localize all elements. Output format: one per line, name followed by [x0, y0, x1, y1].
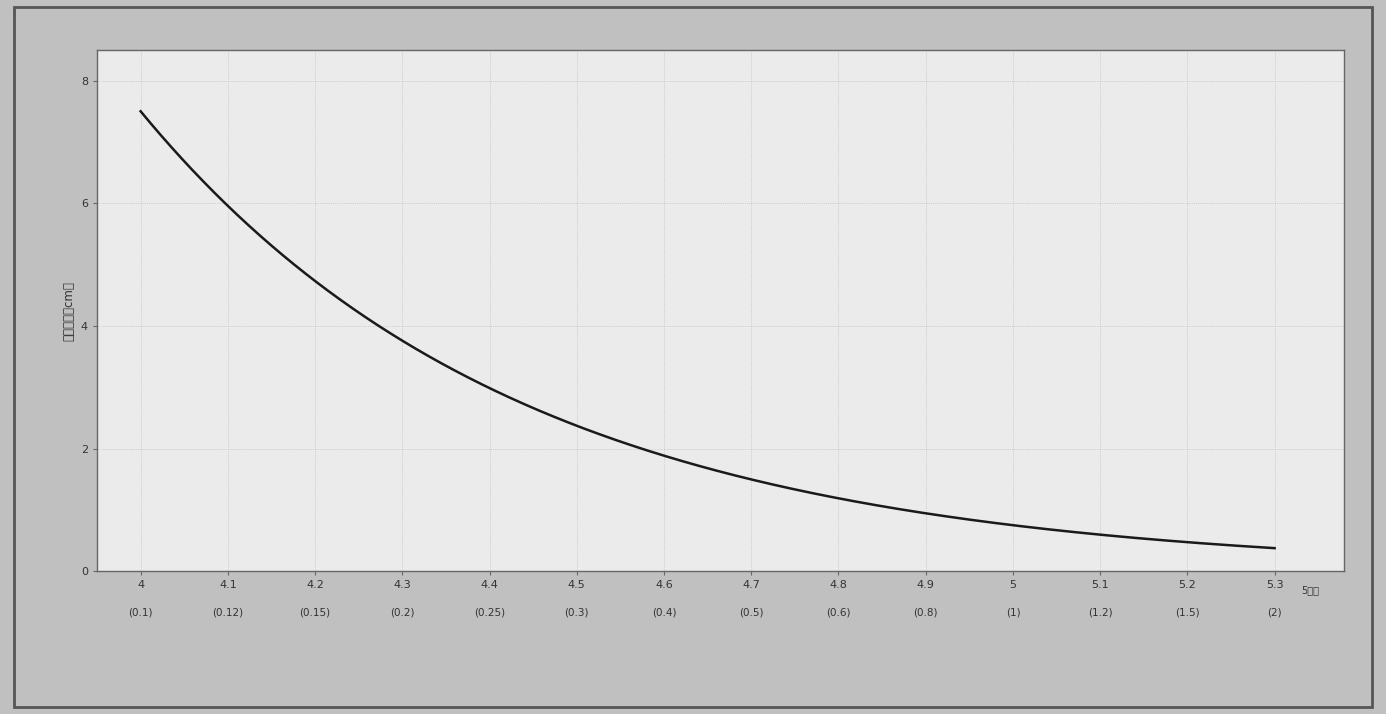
Text: (0.4): (0.4) [651, 608, 676, 618]
Text: (0.1): (0.1) [129, 608, 152, 618]
Text: (0.25): (0.25) [474, 608, 505, 618]
Text: (1): (1) [1006, 608, 1020, 618]
Text: (0.15): (0.15) [299, 608, 331, 618]
Text: (0.8): (0.8) [913, 608, 938, 618]
Text: (0.12): (0.12) [212, 608, 244, 618]
Text: (0.3): (0.3) [564, 608, 589, 618]
Text: (0.5): (0.5) [739, 608, 764, 618]
Text: (1.5): (1.5) [1175, 608, 1200, 618]
Text: (0.2): (0.2) [389, 608, 414, 618]
Text: (2): (2) [1267, 608, 1282, 618]
Text: 5点制: 5点制 [1301, 585, 1319, 595]
Y-axis label: 眼镜大小（cm）: 眼镜大小（cm） [62, 281, 75, 341]
Text: (1.2): (1.2) [1088, 608, 1113, 618]
Text: (0.6): (0.6) [826, 608, 851, 618]
